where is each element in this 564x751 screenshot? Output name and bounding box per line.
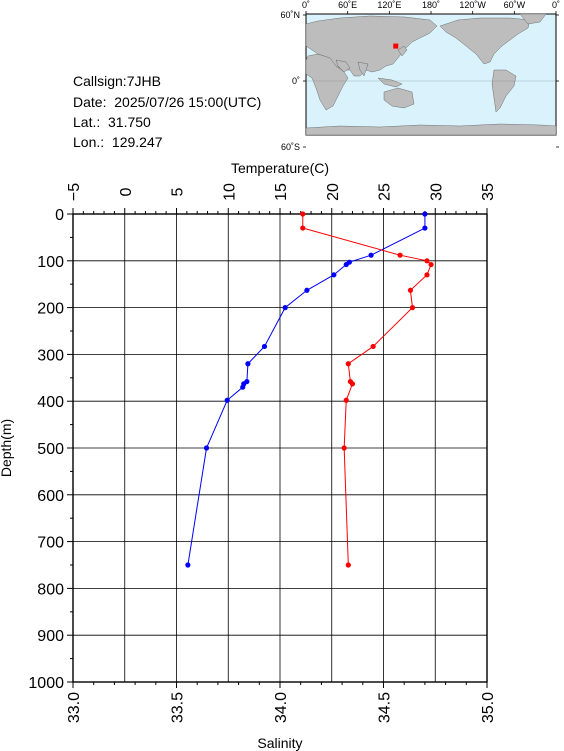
salinity-data-point — [345, 361, 351, 367]
salinity-tick-labels: 33.0 33.5 34.0 34.5 35.0 — [66, 692, 497, 723]
depth-axis-title: Depth(m) — [0, 419, 14, 477]
longitude-text: Lon.: 129.247 — [73, 134, 163, 150]
plot-grid — [72, 213, 488, 683]
depth-tick-label: 1000 — [28, 675, 64, 692]
temperature-profile-line — [187, 214, 426, 566]
temperature-tick-label: 20 — [325, 183, 342, 201]
map-latitude-labels: 60˚N 0˚ 60˚S — [280, 10, 300, 152]
land-north-america — [439, 17, 531, 65]
temperature-data-point — [282, 305, 288, 311]
salinity-data-point — [300, 211, 306, 217]
salinity-axis-title: Salinity — [257, 735, 302, 751]
salinity-tick-label: 35.0 — [480, 692, 497, 723]
temperature-tick-label: 0 — [118, 187, 135, 196]
salinity-data-point — [343, 397, 349, 403]
depth-tick-label: 800 — [37, 581, 64, 598]
depth-tick-label: 500 — [37, 441, 64, 458]
temperature-data-point — [240, 384, 246, 390]
land-antarctica — [305, 123, 557, 136]
land-arabia — [335, 59, 351, 73]
temperature-tick-label: 25 — [377, 183, 394, 201]
depth-tick-label: 600 — [37, 488, 64, 505]
salinity-data-point — [409, 305, 416, 311]
land-australia — [383, 87, 415, 109]
depth-tick-label: 400 — [37, 394, 64, 411]
land-india — [357, 61, 369, 77]
temperature-axis-title: Temperature(C) — [231, 160, 329, 176]
profile-plot: −5 0 5 10 15 20 25 30 35 33.0 33.5 34.0 34.5 35.0 01… — [0, 160, 497, 751]
latitude-text: Lat.: 31.750 — [73, 114, 151, 130]
temperature-tick-label: 35 — [480, 183, 497, 201]
map-lon-label: 180˚ — [422, 0, 440, 10]
map-lon-label: 0˚ — [552, 0, 560, 10]
depth-tick-labels: 0 100 200 300 400 500 600 700 800 900 1000 — [28, 207, 64, 692]
temperature-data-point — [245, 361, 251, 367]
salinity-data-point — [407, 287, 414, 293]
series-layer — [185, 211, 434, 568]
land-indonesia — [377, 77, 403, 88]
land-japan — [397, 45, 408, 57]
axis-ticks — [67, 208, 488, 688]
salinity-data-point — [341, 445, 347, 451]
salinity-profile-line — [302, 214, 432, 566]
salinity-tick-label: 34.5 — [377, 692, 394, 723]
temperature-data-point — [331, 272, 337, 278]
temperature-tick-label: 10 — [221, 183, 238, 201]
land-south-america — [491, 69, 517, 113]
salinity-tick-label: 33.5 — [170, 692, 187, 723]
salinity-tick-label: 34.0 — [273, 692, 290, 723]
depth-tick-label: 900 — [37, 628, 64, 645]
temperature-tick-label: 15 — [273, 183, 290, 201]
salinity-data-point — [349, 381, 356, 387]
land-africa — [305, 53, 349, 111]
map-lat-label: 60˚S — [281, 142, 300, 152]
salinity-data-point — [428, 261, 434, 268]
salinity-data-point — [424, 258, 430, 264]
salinity-tick-label: 33.0 — [66, 692, 83, 723]
map-lon-label: 60˚E — [338, 0, 357, 10]
temperature-data-point — [185, 562, 191, 568]
temperature-tick-label: 30 — [428, 183, 445, 201]
temperature-tick-labels: −5 0 5 10 15 20 25 30 35 — [66, 183, 497, 201]
temperature-data-point — [224, 397, 230, 403]
temperature-data-point — [203, 445, 210, 451]
depth-tick-label: 0 — [55, 207, 64, 224]
map-lat-label: 60˚N — [280, 10, 300, 20]
map-lon-label: 0˚ — [302, 0, 310, 10]
date-text: Date: 2025/07/26 15:00(UTC) — [73, 94, 262, 110]
temperature-data-point — [343, 261, 349, 268]
temperature-data-point — [422, 225, 428, 231]
salinity-data-point — [370, 343, 376, 350]
temperature-tick-label: 5 — [170, 187, 187, 196]
depth-tick-label: 200 — [37, 301, 64, 318]
depth-tick-label: 100 — [37, 254, 64, 271]
map-lon-label: 120˚W — [459, 0, 486, 10]
map-lon-label: 60˚W — [504, 0, 526, 10]
salinity-data-point — [424, 272, 430, 278]
map-lat-label: 0˚ — [292, 76, 300, 86]
station-marker — [393, 43, 399, 49]
temperature-tick-label: −5 — [66, 183, 83, 201]
callsign-text: Callsign:7JHB — [73, 73, 161, 89]
land-greenland — [519, 13, 547, 25]
location-map: 0˚ 60˚E 120˚E 180˚ 120˚W 60˚W 0˚ 60˚N0˚60˚S — [280, 0, 560, 152]
depth-tick-label: 300 — [37, 347, 64, 364]
temperature-data-point — [304, 287, 310, 293]
map-ticks — [303, 11, 559, 148]
salinity-data-point — [345, 562, 351, 568]
salinity-data-point — [300, 225, 306, 231]
salinity-data-point — [397, 252, 403, 258]
temperature-data-point — [422, 211, 428, 217]
temperature-data-point — [261, 343, 268, 350]
temperature-data-point — [368, 252, 374, 258]
map-longitude-labels: 0˚ 60˚E 120˚E 180˚ 120˚W 60˚W 0˚ — [302, 0, 560, 10]
depth-tick-label: 700 — [37, 535, 64, 552]
map-lon-label: 120˚E — [377, 0, 401, 10]
map-land — [305, 13, 557, 136]
